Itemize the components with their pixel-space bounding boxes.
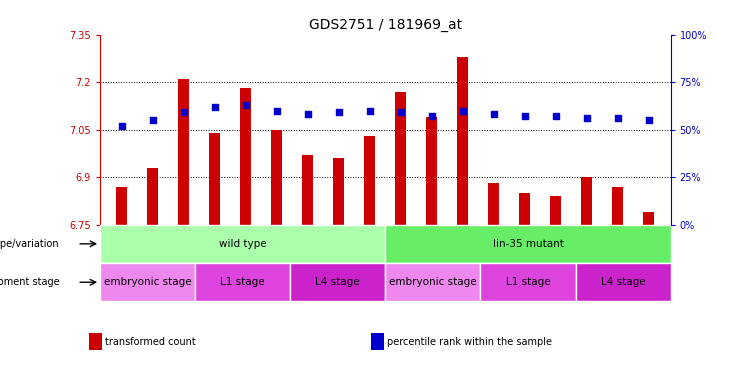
Bar: [147, 167, 158, 225]
Bar: [100, 263, 195, 301]
Bar: [385, 225, 671, 263]
Point: [581, 115, 593, 121]
Point: [240, 102, 252, 108]
Point: [612, 115, 624, 121]
Text: L1 stage: L1 stage: [220, 277, 265, 287]
Point: [302, 111, 313, 118]
Bar: [396, 91, 406, 225]
Point: [271, 108, 283, 114]
Bar: [210, 133, 220, 225]
Point: [426, 113, 438, 119]
Text: transformed count: transformed count: [105, 337, 196, 347]
Bar: [551, 196, 561, 225]
Title: GDS2751 / 181969_at: GDS2751 / 181969_at: [309, 18, 462, 32]
Bar: [519, 193, 531, 225]
Text: development stage: development stage: [0, 277, 59, 287]
Point: [209, 104, 221, 110]
Point: [550, 113, 562, 119]
Text: wild type: wild type: [219, 239, 267, 249]
Bar: [582, 177, 592, 225]
Bar: [480, 263, 576, 301]
Point: [364, 108, 376, 114]
Text: embryonic stage: embryonic stage: [104, 277, 191, 287]
Point: [395, 109, 407, 116]
Bar: [426, 117, 437, 225]
Text: genotype/variation: genotype/variation: [0, 239, 59, 249]
Text: percentile rank within the sample: percentile rank within the sample: [387, 337, 552, 347]
Bar: [271, 129, 282, 225]
Text: L1 stage: L1 stage: [505, 277, 551, 287]
Bar: [333, 158, 345, 225]
Point: [178, 109, 190, 116]
Point: [643, 117, 655, 123]
Bar: [195, 263, 290, 301]
Bar: [365, 136, 375, 225]
Text: L4 stage: L4 stage: [601, 277, 645, 287]
Text: embryonic stage: embryonic stage: [389, 277, 476, 287]
Bar: [179, 79, 189, 225]
Bar: [290, 263, 385, 301]
Bar: [457, 57, 468, 225]
Bar: [116, 187, 127, 225]
Point: [116, 123, 127, 129]
Point: [488, 111, 499, 118]
Bar: [100, 225, 385, 263]
Bar: [385, 263, 480, 301]
Point: [147, 117, 159, 123]
Bar: [302, 155, 313, 225]
Point: [519, 113, 531, 119]
Bar: [643, 212, 654, 225]
Point: [457, 108, 469, 114]
Point: [333, 109, 345, 116]
Bar: [240, 88, 251, 225]
Bar: [576, 263, 671, 301]
Bar: [613, 187, 623, 225]
Bar: [488, 184, 499, 225]
Text: lin-35 mutant: lin-35 mutant: [493, 239, 563, 249]
Text: L4 stage: L4 stage: [316, 277, 360, 287]
